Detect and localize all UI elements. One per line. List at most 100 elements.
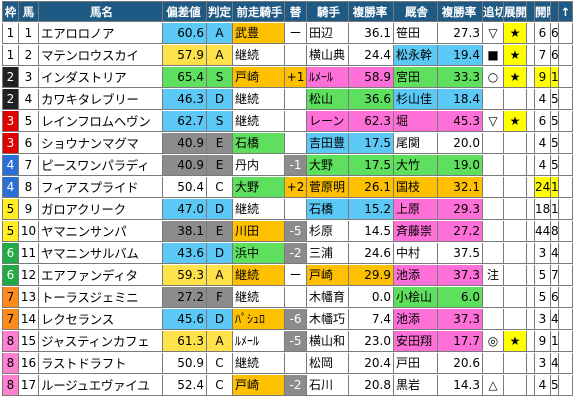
spacer-cell <box>527 89 535 110</box>
spacer-cell <box>527 309 535 330</box>
rank-cell <box>559 331 573 352</box>
stable-rate-cell: 29.3 <box>438 199 483 220</box>
jockey-cell: ﾙﾒｰﾙ <box>307 67 349 88</box>
jockey-cell: 石橋 <box>307 199 349 220</box>
stable-rate-cell: 37.5 <box>438 243 483 264</box>
grade-cell: S <box>207 67 233 88</box>
jockey-change-cell <box>285 353 307 374</box>
rank-cell <box>559 243 573 264</box>
prev-jockey-cell: 継続 <box>233 353 285 374</box>
horse-name-cell: ピースワンパラディ <box>39 155 163 176</box>
spacer-cell <box>527 67 535 88</box>
jockey-cell: 戸崎 <box>307 265 349 286</box>
workout-mark-cell: ▽ <box>483 23 504 44</box>
jockey-cell: 杉原 <box>307 221 349 242</box>
pace-mark-cell <box>504 155 527 176</box>
jockey-rate-cell: 29.9 <box>349 265 394 286</box>
stable-rate-cell: 19.4 <box>438 45 483 66</box>
jockey-rate-cell: 20.4 <box>349 353 394 374</box>
waku-cell: 8 <box>2 375 19 396</box>
spacer-cell <box>527 199 535 220</box>
jockey-cell: 松山 <box>307 89 349 110</box>
jockey-change-cell: ー <box>285 23 307 44</box>
jockey-rate-cell: 36.6 <box>349 89 394 110</box>
horse-name-cell: ラストドラフト <box>39 353 163 374</box>
score-cell: 47.0 <box>163 199 207 220</box>
prev-jockey-cell: 武豊 <box>233 23 285 44</box>
spacer-cell <box>527 221 535 242</box>
prev-jockey-cell: 継続 <box>233 45 285 66</box>
interval-cell: 5 <box>535 287 551 308</box>
horse-number-cell: 9 <box>19 199 39 220</box>
prev-jockey-cell: ﾊﾟｼｭﾛ <box>233 309 285 330</box>
stable-rate-cell: 27.2 <box>438 221 483 242</box>
workout-mark-cell: 注 <box>483 265 504 286</box>
horse-number-cell: 11 <box>19 243 39 264</box>
pace-mark-cell <box>504 309 527 330</box>
workout-mark-cell: ○ <box>483 67 504 88</box>
stable-rate-cell: 19.0 <box>438 155 483 176</box>
grade-cell: A <box>207 23 233 44</box>
score-cell: 50.9 <box>163 353 207 374</box>
header-spacer2 <box>551 1 559 22</box>
prev-jockey-cell: 戸崎 <box>233 67 285 88</box>
table-row: 7 14 レクセランス 45.6 D ﾊﾟｼｭﾛ -6 木幡巧 7.4 池添 37.3 3 4 <box>2 309 573 331</box>
jockey-cell: 横山典 <box>307 45 349 66</box>
jockey-cell: 松岡 <box>307 353 349 374</box>
grade-cell: A <box>207 331 233 352</box>
jockey-change-cell: +1 <box>285 67 307 88</box>
pace-mark-cell <box>504 243 527 264</box>
table-row: 7 13 トーラスジェミニ 27.2 F 継続 木幡育 0.0 小桧山 6.0 5 6 <box>2 287 573 309</box>
stable-cell: 国枝 <box>394 177 438 198</box>
stable-rate-cell: 14.3 <box>438 375 483 396</box>
rank-cell <box>559 265 573 286</box>
jockey-change-cell <box>285 199 307 220</box>
stable-rate-cell: 45.3 <box>438 111 483 132</box>
waku-cell: 4 <box>2 177 19 198</box>
waku-cell: 1 <box>2 45 19 66</box>
score-cell: 57.9 <box>163 45 207 66</box>
header-rank: ↑ <box>559 1 573 22</box>
waku-cell: 8 <box>2 331 19 352</box>
interval-cell: 9 <box>535 331 551 352</box>
spacer2-cell: 17 <box>551 177 559 198</box>
stable-rate-cell: 17.7 <box>438 331 483 352</box>
score-cell: 43.6 <box>163 243 207 264</box>
pace-mark-cell: ★ <box>504 23 527 44</box>
spacer-cell <box>527 155 535 176</box>
horse-number-cell: 14 <box>19 309 39 330</box>
interval-cell: 4 <box>535 133 551 154</box>
spacer-cell <box>527 265 535 286</box>
grade-cell: C <box>207 353 233 374</box>
pace-mark-cell <box>504 221 527 242</box>
jockey-rate-cell: 24.6 <box>349 243 394 264</box>
prev-jockey-cell: 大野 <box>233 177 285 198</box>
interval-cell: 7 <box>535 45 551 66</box>
horse-number-cell: 10 <box>19 221 39 242</box>
jockey-change-cell: -2 <box>285 375 307 396</box>
score-cell: 61.3 <box>163 331 207 352</box>
stable-cell: 大竹 <box>394 155 438 176</box>
jockey-cell: 横山和 <box>307 331 349 352</box>
pace-mark-cell: ★ <box>504 331 527 352</box>
jockey-rate-cell: 36.1 <box>349 23 394 44</box>
jockey-cell: 三浦 <box>307 243 349 264</box>
waku-cell: 3 <box>2 133 19 154</box>
workout-mark-cell <box>483 309 504 330</box>
rank-cell <box>559 309 573 330</box>
horse-name-cell: レクセランス <box>39 309 163 330</box>
rank-cell <box>559 375 573 396</box>
rank-cell <box>559 67 573 88</box>
horse-name-cell: カワキタレブリー <box>39 89 163 110</box>
horse-name-cell: エアロロノア <box>39 23 163 44</box>
stable-rate-cell: 20.6 <box>438 353 483 374</box>
jockey-rate-cell: 14.5 <box>349 221 394 242</box>
table-row: 3 6 ショウナンマグマ 40.9 E 石橋 吉田豊 17.5 尾関 20.0 4 5 <box>2 133 573 155</box>
spacer-cell <box>527 111 535 132</box>
jockey-change-cell: -5 <box>285 221 307 242</box>
rank-cell <box>559 287 573 308</box>
prev-jockey-cell: ﾙﾒｰﾙ <box>233 331 285 352</box>
prev-jockey-cell: 丹内 <box>233 155 285 176</box>
spacer2-cell: 12 <box>551 331 559 352</box>
